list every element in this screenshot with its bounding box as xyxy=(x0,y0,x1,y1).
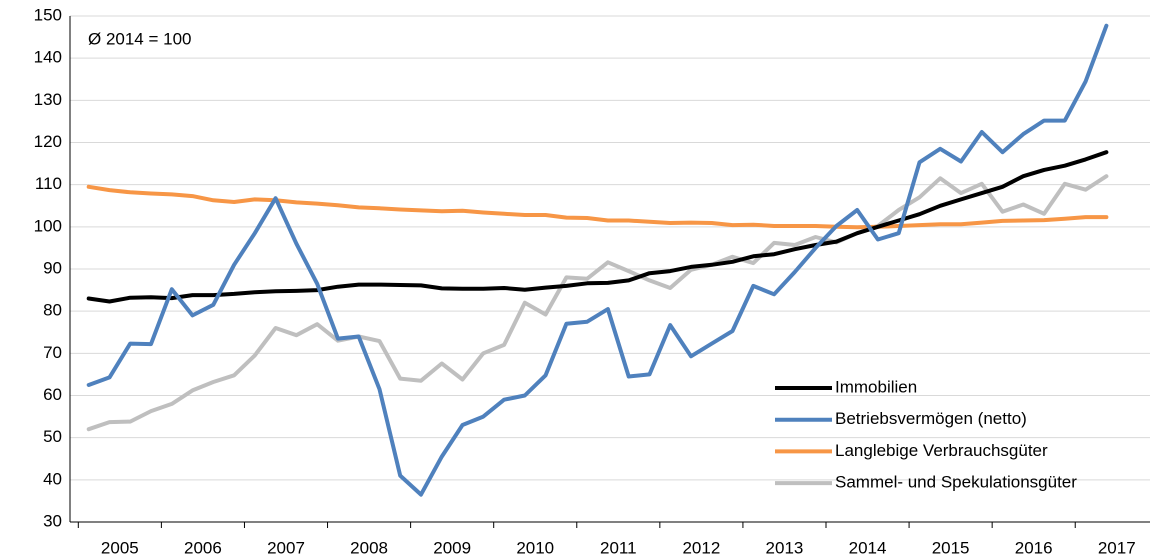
y-tick-label: 30 xyxy=(43,511,62,530)
x-tick-label: 2017 xyxy=(1098,538,1136,557)
y-tick-label: 130 xyxy=(34,90,62,109)
legend-label: Immobilien xyxy=(835,377,917,396)
legend-label: Betriebsvermögen (netto) xyxy=(835,409,1027,428)
y-tick-label: 70 xyxy=(43,343,62,362)
x-tick-label: 2008 xyxy=(350,538,388,557)
x-tick-label: 2014 xyxy=(849,538,887,557)
x-tick-label: 2016 xyxy=(1015,538,1053,557)
y-tick-label: 40 xyxy=(43,469,62,488)
y-tick-label: 110 xyxy=(35,174,62,193)
y-tick-label: 60 xyxy=(43,385,62,404)
series-line xyxy=(86,174,1109,432)
series-line xyxy=(86,23,1109,497)
series-line xyxy=(86,184,1109,230)
x-tick-label: 2015 xyxy=(932,538,970,557)
x-tick-label: 2007 xyxy=(267,538,305,557)
y-tick-label: 80 xyxy=(43,301,62,320)
x-tick-label: 2012 xyxy=(682,538,720,557)
x-tick-label: 2006 xyxy=(184,538,222,557)
series-line xyxy=(86,150,1109,304)
y-tick-label: 100 xyxy=(34,216,62,235)
x-tick-label: 2005 xyxy=(101,538,139,557)
y-tick-label: 50 xyxy=(43,427,62,446)
y-tick-label: 150 xyxy=(34,5,62,24)
legend-label: Langlebige Verbrauchsgüter xyxy=(835,441,1048,460)
y-tick-label: 120 xyxy=(34,132,62,151)
x-tick-label: 2009 xyxy=(433,538,471,557)
annotation: Ø 2014 = 100 xyxy=(88,29,192,48)
y-tick-label: 90 xyxy=(43,258,62,277)
legend-label: Sammel- und Spekulationsgüter xyxy=(835,473,1077,492)
y-tick-label: 140 xyxy=(34,48,62,67)
x-tick-label: 2010 xyxy=(516,538,554,557)
x-tick-label: 2011 xyxy=(600,538,637,557)
x-tick-label: 2013 xyxy=(766,538,804,557)
